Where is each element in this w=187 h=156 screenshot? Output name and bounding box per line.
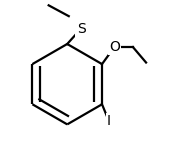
Text: I: I [107, 114, 111, 128]
Text: S: S [77, 22, 85, 36]
Text: O: O [109, 40, 120, 54]
